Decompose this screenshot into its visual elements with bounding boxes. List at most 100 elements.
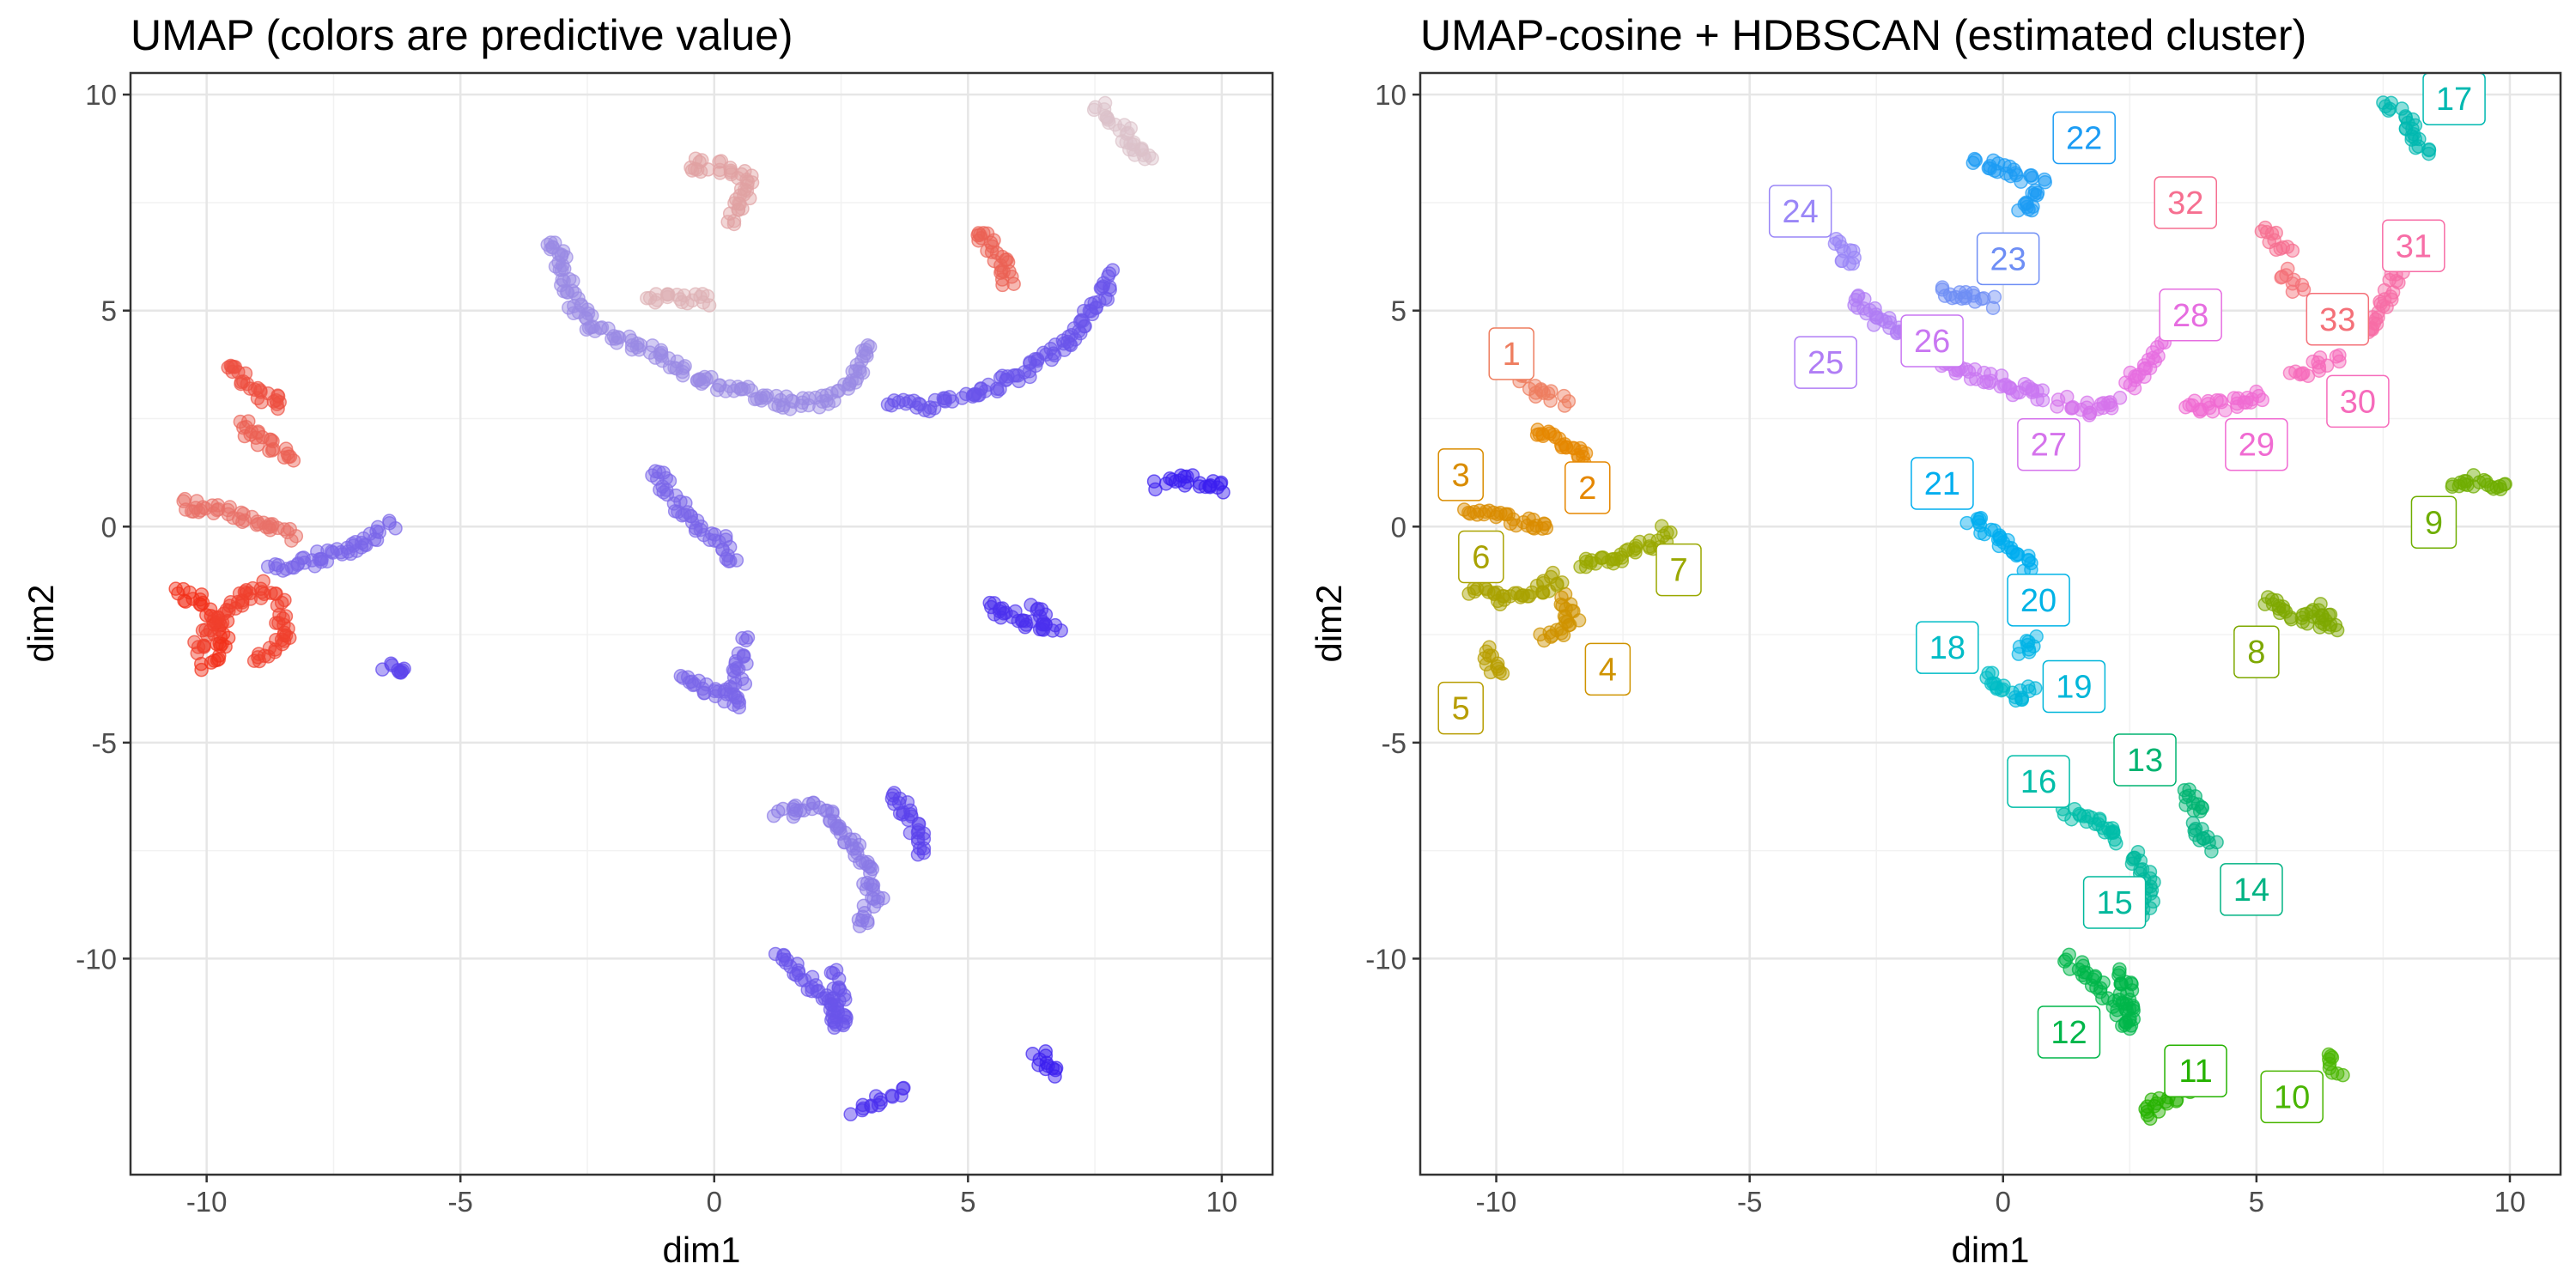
data-points [168,95,1230,1121]
y-tick-label: -5 [1382,727,1406,759]
label-box [2382,219,2445,273]
data-point [1536,516,1552,532]
label-box [2164,1044,2227,1097]
cluster-label: 22 [2052,111,2116,165]
data-point [2371,310,2385,325]
data-point [2322,1056,2337,1072]
data-point [738,164,752,179]
data-point [1467,584,1482,599]
data-point [831,980,847,995]
data-point [1023,369,1037,385]
data-point [269,616,283,630]
cluster-points [1959,510,2038,579]
data-point [2008,166,2023,180]
data-point [215,615,230,630]
data-point [280,525,295,540]
cluster-points [2376,95,2437,161]
data-point [789,968,804,982]
data-point [722,206,738,221]
cluster-points [1573,519,1678,574]
data-point [771,804,786,819]
cluster-points [1533,586,1587,648]
data-point [808,978,823,993]
data-point [2021,549,2036,563]
data-point [805,969,820,985]
data-point [1101,112,1115,127]
label-box [2220,863,2283,916]
cluster-id: 8 [2247,635,2265,671]
gridlines [131,73,1273,1175]
cluster-label: 24 [1768,185,1832,238]
data-point [2255,392,2269,408]
x-tick-label: 10 [2494,1186,2526,1218]
cluster-label: 12 [2037,1005,2101,1059]
cluster-label: 32 [2154,176,2217,229]
cluster-id: 23 [1990,241,2026,277]
data-point [2089,981,2104,995]
label-box [1916,621,1979,674]
data-point [2314,608,2330,623]
data-point [1973,526,1988,541]
data-point [1477,651,1492,665]
data-point [2218,403,2233,418]
label-box [1458,530,1504,584]
x-tick-label: 0 [1996,1186,2011,1218]
cluster-label: 17 [2422,72,2486,125]
cluster-label: 6 [1458,530,1504,584]
cluster-id: 28 [2172,298,2208,334]
data-point [1492,597,1508,612]
data-point [995,277,1010,293]
data-point [2029,629,2044,644]
data-point [713,166,727,180]
data-point [735,631,750,646]
data-point [1878,314,1893,329]
label-box [2410,495,2458,550]
cluster-id: 27 [2031,428,2067,464]
data-point [2025,385,2040,400]
data-point [1536,575,1551,591]
cluster-id: 18 [1929,630,1965,666]
label-box [2017,417,2081,471]
data-point [168,581,183,596]
data-point [2023,168,2038,183]
data-points [1457,95,2512,1127]
plot-border [129,71,1274,1176]
data-point [723,554,738,568]
point-group [766,795,890,933]
label-box [1584,642,1631,696]
data-point [648,287,664,301]
label-box [2326,374,2390,428]
x-tick-label: 0 [707,1186,722,1218]
data-point [2021,202,2036,216]
point-group [880,263,1121,419]
data-point [1842,256,1857,271]
cluster-label: 2 [1564,461,1611,514]
data-point [633,337,648,353]
cluster-points [2057,947,2142,1036]
data-point [382,516,397,531]
cluster-label: 13 [2113,733,2177,787]
data-point [2020,637,2035,653]
data-point [2138,361,2154,376]
data-point [2020,199,2034,215]
point-group [982,595,1068,638]
axes: -10 -5 0 5 10 -10 -5 0 5 10 [1365,79,2525,1218]
data-point [892,791,908,806]
data-point [1979,374,1994,389]
data-point [848,848,862,863]
cluster-label: 15 [2082,876,2147,929]
label-box [1911,457,1974,510]
data-point [1126,143,1141,157]
cluster-points [2178,384,2269,419]
cluster-id: 3 [1452,458,1470,494]
cluster-label: 33 [2306,293,2370,346]
data-point [699,372,714,386]
data-point [1632,534,1647,550]
data-point [2028,681,2043,696]
label-box [2037,1005,2101,1059]
data-point [1656,528,1671,544]
x-axis-label: dim1 [662,1230,740,1270]
data-point [723,163,738,178]
cluster-id: 5 [1452,691,1470,727]
data-point [2112,965,2127,981]
